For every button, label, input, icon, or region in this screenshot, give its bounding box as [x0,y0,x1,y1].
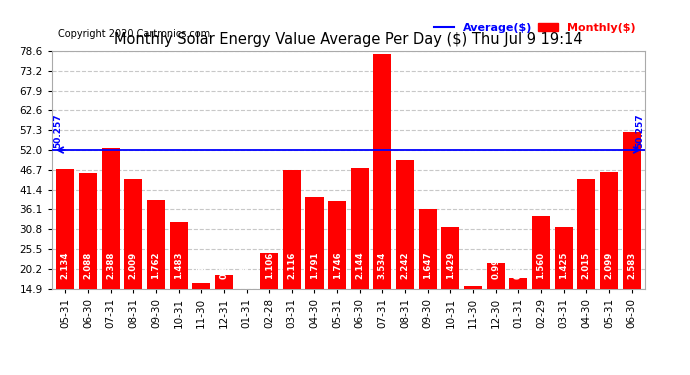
Text: 2.015: 2.015 [582,252,591,279]
Bar [600,172,618,345]
Bar [147,200,165,345]
Text: 0.709: 0.709 [469,252,477,279]
Text: 2.088: 2.088 [83,252,92,279]
Bar [124,179,142,345]
Bar [351,168,369,345]
Bar [283,170,301,345]
Bar [79,173,97,345]
Bar [464,286,482,345]
Bar [486,263,504,345]
Text: 1.429: 1.429 [446,252,455,279]
Text: 0.846: 0.846 [219,252,228,279]
Text: 1.746: 1.746 [333,252,342,279]
Bar [101,148,119,345]
Title: Monthly Solar Energy Value Average Per Day ($) Thu Jul 9 19:14: Monthly Solar Energy Value Average Per D… [114,32,583,46]
Bar [57,169,75,345]
Text: 1.483: 1.483 [174,252,183,279]
Bar [555,227,573,345]
Text: 1.560: 1.560 [536,252,546,279]
Bar [509,278,527,345]
Text: 1.762: 1.762 [151,252,161,279]
Text: 2.116: 2.116 [287,252,296,279]
Bar [328,201,346,345]
Bar [578,179,595,345]
Text: Copyright 2020 Cartronics.com: Copyright 2020 Cartronics.com [58,29,210,39]
Legend: Average($), Monthly($): Average($), Monthly($) [429,18,640,37]
Bar [193,283,210,345]
Bar [396,160,414,345]
Bar [419,209,437,345]
Text: 0.520: 0.520 [242,252,251,279]
Text: 2.583: 2.583 [627,252,636,279]
Text: 3.534: 3.534 [378,252,387,279]
Text: 2.242: 2.242 [401,252,410,279]
Bar [373,54,391,345]
Text: 2.388: 2.388 [106,252,115,279]
Bar [170,222,188,345]
Text: 0.746: 0.746 [197,252,206,279]
Text: 2.099: 2.099 [604,252,613,279]
Text: 50.257: 50.257 [53,114,62,148]
Text: 2.009: 2.009 [129,252,138,279]
Text: 1.647: 1.647 [423,252,432,279]
Text: 1.425: 1.425 [559,252,568,279]
Bar [622,132,640,345]
Bar [237,302,255,345]
Text: 50.257: 50.257 [635,114,644,148]
Text: 1.106: 1.106 [265,252,274,279]
Bar [442,227,460,345]
Bar [532,216,550,345]
Text: 0.814: 0.814 [514,252,523,279]
Bar [260,254,278,345]
Text: 1.791: 1.791 [310,252,319,279]
Text: 2.144: 2.144 [355,252,364,279]
Bar [306,197,324,345]
Text: 2.134: 2.134 [61,252,70,279]
Bar [215,275,233,345]
Text: 0.992: 0.992 [491,252,500,279]
